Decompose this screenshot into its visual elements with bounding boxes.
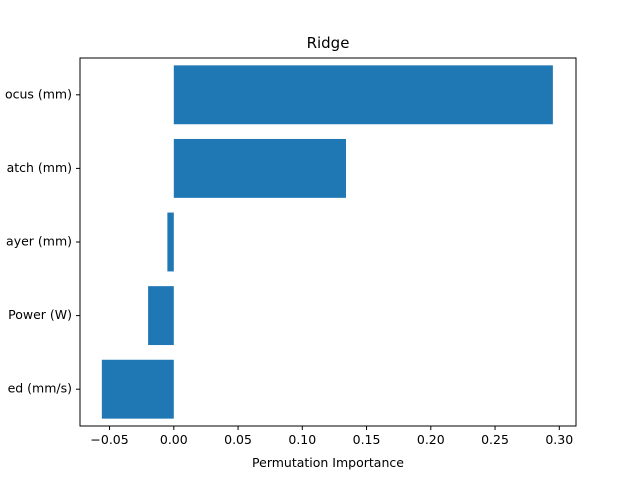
- bars-group: [101, 65, 553, 419]
- y-tick-label: Power (W): [8, 307, 72, 322]
- y-tick-label: atch (mm): [7, 160, 72, 175]
- y-tick-label: ocus (mm): [5, 86, 72, 101]
- bar: [101, 359, 174, 419]
- x-tick-label: 0.05: [224, 432, 252, 447]
- y-tick-label: ed (mm/s): [8, 381, 72, 396]
- bar: [173, 138, 346, 198]
- bar: [173, 65, 553, 125]
- x-axis-label: Permutation Importance: [252, 455, 404, 470]
- x-tick-label: −0.05: [90, 432, 128, 447]
- x-tick-label: 0.00: [160, 432, 188, 447]
- bar: [148, 286, 174, 346]
- plot-frame: [79, 57, 577, 427]
- x-axis-ticks: −0.05 0.00 0.05 0.10 0.15 0.20 0.25 0.30: [90, 426, 573, 447]
- y-axis-ticks: ocus (mm) atch (mm) ayer (mm) Power (W) ed (…: [5, 86, 80, 396]
- x-tick-label: 0.20: [417, 432, 445, 447]
- x-tick-label: 0.15: [353, 432, 381, 447]
- x-tick-label: 0.25: [481, 432, 509, 447]
- bar: [167, 212, 174, 272]
- x-tick-label: 0.30: [545, 432, 573, 447]
- x-tick-label: 0.10: [288, 432, 316, 447]
- chart-title: Ridge: [307, 34, 350, 52]
- y-tick-label: ayer (mm): [6, 234, 72, 249]
